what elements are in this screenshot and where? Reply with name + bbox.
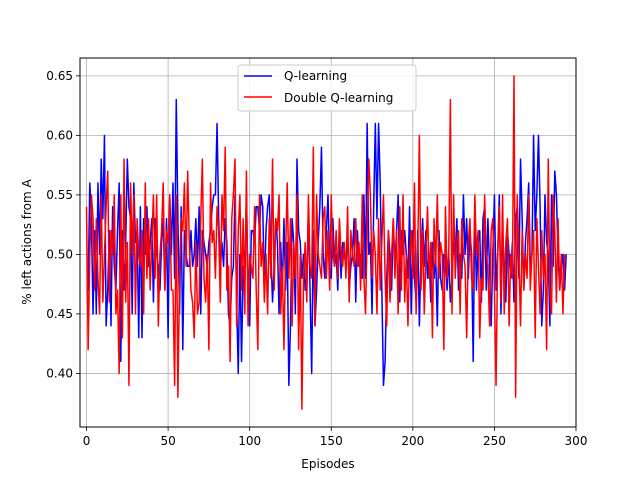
y-axis-label: % left actions from A xyxy=(20,179,34,305)
legend: Q-learning Double Q-learning xyxy=(237,64,417,112)
legend-label-double-q-learning: Double Q-learning xyxy=(284,91,393,105)
x-tick-label: 0 xyxy=(83,434,91,448)
x-tick-label: 200 xyxy=(401,434,424,448)
series-line-q-learning xyxy=(86,98,567,387)
x-tick-label: 50 xyxy=(160,434,175,448)
x-tick-label: 150 xyxy=(320,434,343,448)
x-tick-label: 100 xyxy=(238,434,261,448)
series-line-double-q-learning xyxy=(85,75,566,410)
series-group xyxy=(85,75,567,410)
y-tick-label: 0.50 xyxy=(46,247,73,261)
x-tick-label: 250 xyxy=(483,434,506,448)
x-tick-label: 300 xyxy=(565,434,588,448)
legend-label-q-learning: Q-learning xyxy=(284,69,347,83)
x-axis-label: Episodes xyxy=(301,457,354,471)
y-axis-ticks: 0.40 0.45 0.50 0.55 0.60 0.65 xyxy=(46,69,80,380)
y-tick-label: 0.45 xyxy=(46,307,73,321)
y-tick-label: 0.40 xyxy=(46,366,73,380)
x-axis-ticks: 0 50 100 150 200 250 300 xyxy=(83,427,588,448)
y-tick-label: 0.65 xyxy=(46,69,73,83)
y-tick-label: 0.55 xyxy=(46,188,73,202)
legend-box xyxy=(237,64,417,112)
y-tick-label: 0.60 xyxy=(46,128,73,142)
plot-frame xyxy=(79,57,577,428)
